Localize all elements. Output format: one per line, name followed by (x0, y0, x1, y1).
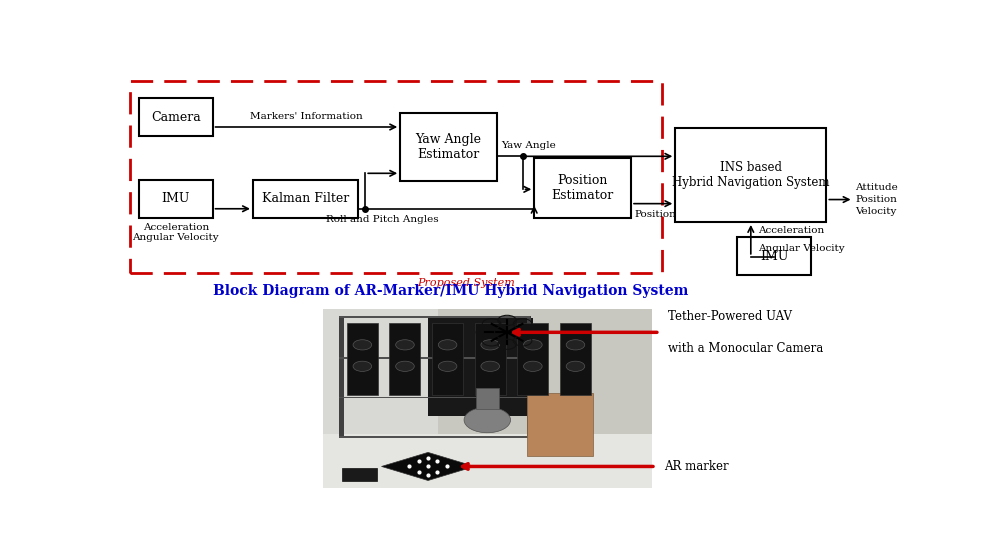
Text: Proposed System: Proposed System (417, 278, 515, 288)
Text: Yaw Angle: Yaw Angle (501, 142, 556, 150)
Circle shape (566, 361, 585, 372)
Text: AR marker: AR marker (664, 460, 728, 473)
Circle shape (396, 361, 414, 372)
Bar (323, 309, 652, 488)
Circle shape (353, 340, 372, 350)
Text: Markers' Information: Markers' Information (250, 112, 363, 121)
Polygon shape (382, 452, 475, 481)
Text: Position: Position (855, 195, 897, 204)
Bar (130, 81, 662, 273)
Text: Yaw Angle
Estimator: Yaw Angle Estimator (416, 133, 482, 161)
Bar (139, 98, 213, 136)
Bar (139, 180, 213, 218)
Circle shape (524, 340, 542, 350)
Text: Attitude: Attitude (855, 183, 898, 192)
Circle shape (438, 340, 457, 350)
Circle shape (353, 361, 372, 372)
Text: INS based
Hybrid Navigation System: INS based Hybrid Navigation System (672, 161, 830, 189)
Bar (675, 128, 826, 222)
Text: Block Diagram of AR-Marker/IMU Hybrid Navigation System: Block Diagram of AR-Marker/IMU Hybrid Na… (213, 284, 688, 298)
Text: IMU: IMU (760, 249, 788, 263)
Circle shape (566, 340, 585, 350)
Bar (323, 434, 652, 488)
Text: Velocity: Velocity (855, 207, 896, 216)
Text: Roll and Pitch Angles: Roll and Pitch Angles (326, 215, 439, 224)
Bar (389, 324, 420, 395)
Text: Tether-Powered UAV: Tether-Powered UAV (668, 310, 792, 323)
Text: with a Monocular Camera: with a Monocular Camera (668, 342, 823, 354)
Text: Acceleration
Angular Velocity: Acceleration Angular Velocity (132, 223, 219, 242)
Circle shape (524, 361, 542, 372)
Bar (339, 316, 530, 318)
Bar (339, 436, 530, 438)
Text: Position: Position (634, 211, 676, 220)
Bar (527, 393, 593, 456)
Bar (428, 318, 533, 416)
Bar (737, 237, 811, 275)
Bar (517, 324, 548, 395)
Bar (400, 113, 497, 181)
Bar (534, 158, 631, 218)
Bar (347, 324, 378, 395)
Bar (339, 316, 344, 438)
Text: Angular Velocity: Angular Velocity (759, 244, 845, 253)
Circle shape (438, 361, 457, 372)
Bar (476, 388, 499, 409)
Bar (339, 357, 530, 359)
Bar (432, 324, 463, 395)
Bar (342, 468, 377, 481)
Text: Camera: Camera (151, 111, 201, 123)
Circle shape (481, 361, 500, 372)
Bar (560, 324, 591, 395)
Text: Position
Estimator: Position Estimator (552, 174, 614, 202)
Bar (339, 397, 530, 399)
Circle shape (396, 340, 414, 350)
Circle shape (464, 407, 511, 433)
Bar (475, 324, 506, 395)
Text: Acceleration: Acceleration (759, 226, 825, 235)
Circle shape (481, 340, 500, 350)
Text: IMU: IMU (162, 192, 190, 205)
Text: Kalman Filter: Kalman Filter (262, 192, 349, 205)
Bar (527, 316, 531, 438)
Bar (253, 180, 358, 218)
Bar (323, 309, 438, 434)
